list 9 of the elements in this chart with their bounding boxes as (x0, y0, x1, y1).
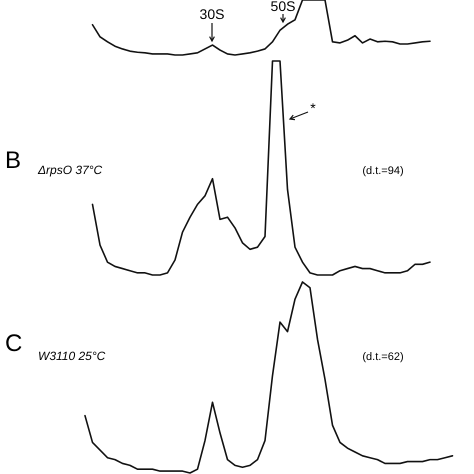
annotation: 30S (200, 6, 224, 22)
annotation: (d.t.=94) (362, 165, 404, 177)
annotation: 50S (270, 0, 296, 14)
text: B (5, 147, 22, 174)
annotation: (d.t.=62) (362, 351, 404, 363)
text: ΔrpsO 37°C (37, 163, 103, 177)
text: C (5, 330, 22, 357)
annotation: * (310, 100, 316, 116)
text: W3110 25°C (38, 349, 106, 363)
